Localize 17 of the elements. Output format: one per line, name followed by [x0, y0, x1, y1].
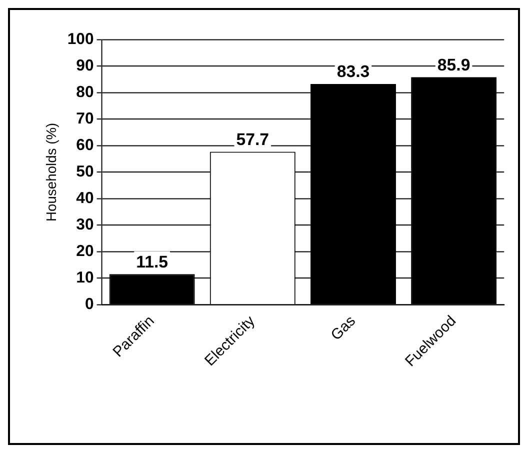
data-label: 83.3: [336, 62, 370, 82]
y-tick-label: 10: [76, 269, 94, 286]
data-label: 11.5: [136, 252, 168, 272]
y-tick-label: 100: [67, 31, 94, 48]
y-tick-label: 70: [76, 110, 94, 128]
y-tick-label: 0: [85, 296, 94, 313]
y-axis-title: Households (%): [42, 122, 59, 222]
y-tick-label: 90: [76, 58, 94, 75]
y-tick-label: 80: [76, 84, 94, 102]
y-tick-label: 60: [76, 137, 94, 154]
data-label: 85.9: [437, 55, 470, 74]
data-label: 57.7: [236, 130, 270, 149]
y-tick-label: 40: [76, 190, 94, 207]
y-tick-label: 50: [76, 164, 94, 181]
y-tick-label: 20: [76, 242, 94, 260]
y-tick-label: 30: [76, 216, 94, 234]
x-tick-label: Gas: [328, 313, 359, 344]
